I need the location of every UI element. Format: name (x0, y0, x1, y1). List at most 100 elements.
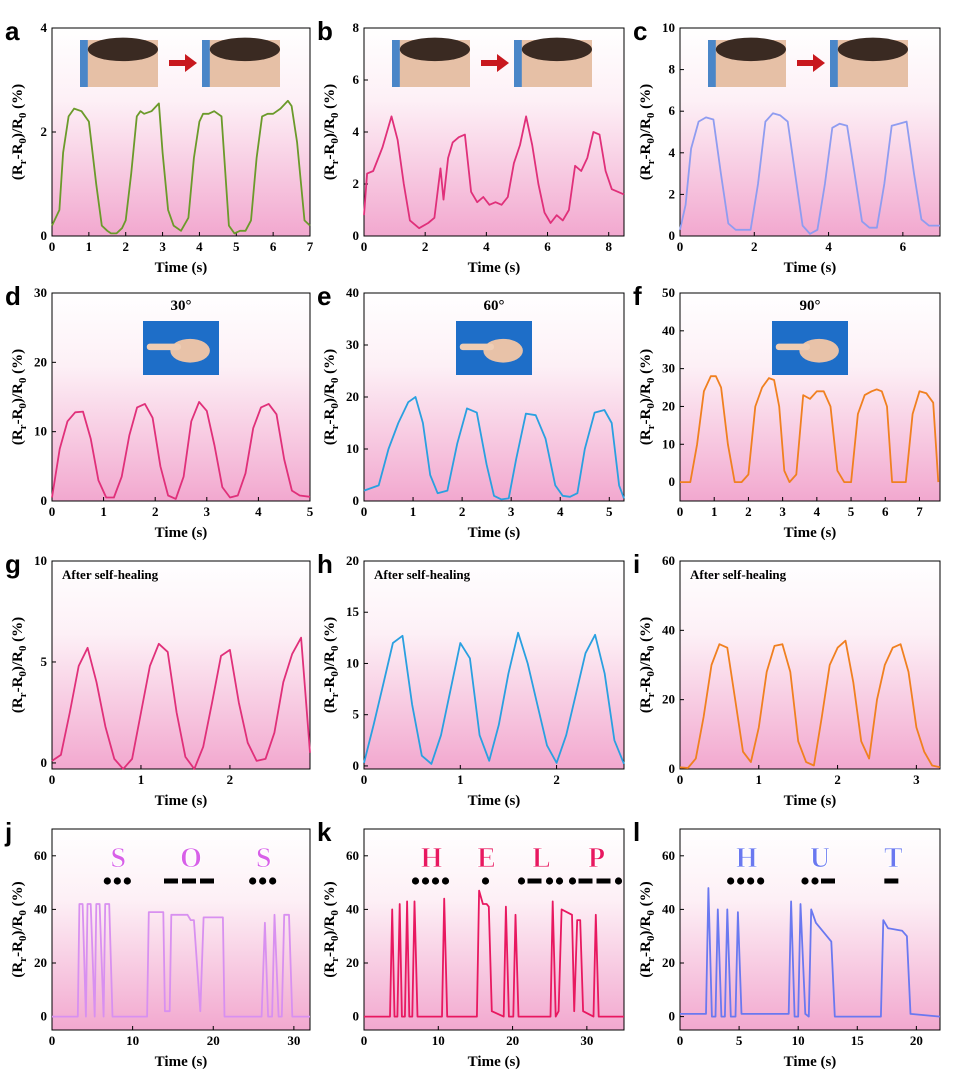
y-tick-label: 0 (41, 1009, 48, 1024)
x-tick-label: 30 (580, 1033, 593, 1048)
y-tick-label: 60 (346, 848, 359, 863)
panel-letter: c (633, 16, 647, 46)
x-tick-label: 3 (913, 772, 920, 787)
x-tick-label: 10 (126, 1033, 139, 1048)
panel-letter: k (317, 817, 332, 847)
morse-dot (269, 877, 277, 885)
y-tick-label: 20 (662, 692, 675, 707)
x-tick-label: 7 (307, 239, 314, 254)
y-tick-label: 30 (34, 285, 47, 300)
y-tick-label: 0 (353, 493, 360, 508)
y-tick-label: 0 (41, 493, 48, 508)
series-line (680, 887, 941, 1018)
panel-a: a 0 1 2 3 4 5 6 7 0 2 4 Time (s) (Rr-R0)/R0 (%) (5, 16, 314, 276)
arrow-icon (481, 54, 509, 72)
morse-letter: U (810, 843, 830, 874)
morse-letter: S (256, 843, 272, 874)
morse-dot (757, 877, 765, 885)
y-tick-label: 0 (353, 228, 360, 243)
morse-dot (103, 877, 111, 885)
panel-e: e 0 1 2 3 4 5 0 10 20 30 40 Time (s) (Rr-R0)/R0 (%) 60… (317, 281, 625, 541)
morse-dot (113, 877, 121, 885)
y-tick-label: 30 (346, 337, 359, 352)
x-tick-label: 0 (677, 1033, 684, 1048)
x-tick-label: 4 (825, 239, 832, 254)
y-tick-label: 20 (34, 354, 47, 369)
series-line (51, 636, 311, 770)
x-tick-label: 0 (361, 239, 368, 254)
x-tick-label: 0 (361, 1033, 368, 1048)
y-tick-label: 60 (34, 848, 47, 863)
y-tick-label: 10 (34, 553, 47, 568)
arrow-icon (797, 54, 825, 72)
morse-dash (527, 878, 542, 884)
panel-c: c 0 2 4 6 0 2 4 6 8 10 Time (s) (Rr-R0)/R0 (%) (633, 16, 941, 276)
x-axis-label: Time (s) (784, 793, 837, 809)
panel-letter: g (5, 549, 21, 579)
morse-dot (517, 877, 526, 885)
y-axis-label: (Rr-R0)/R0 (%) (10, 617, 29, 713)
y-tick-label: 15 (346, 604, 360, 619)
y-tick-label: 20 (662, 398, 675, 413)
x-tick-label: 0 (361, 504, 368, 519)
morse-letter: T (884, 843, 903, 874)
x-tick-label: 5 (848, 504, 855, 519)
plot-area (679, 560, 941, 770)
morse-dot (441, 877, 450, 885)
morse-dot (481, 877, 490, 885)
x-tick-label: 30 (287, 1033, 300, 1048)
x-tick-label: 0 (677, 504, 684, 519)
panel-d: d 0 1 2 3 4 5 0 10 20 30 Time (s) (Rr-R0)/R0 (%) 30° (5, 281, 314, 541)
y-tick-label: 60 (662, 553, 675, 568)
x-tick-label: 2 (834, 772, 841, 787)
x-tick-label: 6 (270, 239, 277, 254)
x-tick-label: 2 (459, 504, 466, 519)
photo-before (708, 37, 787, 87)
y-tick-label: 20 (346, 389, 359, 404)
x-tick-label: 2 (553, 772, 560, 787)
x-tick-label: 3 (508, 504, 515, 519)
y-tick-label: 0 (669, 228, 676, 243)
y-tick-label: 4 (669, 145, 676, 160)
series-line (680, 375, 940, 483)
x-axis-label: Time (s) (468, 260, 521, 276)
y-axis-label: (Rr-R0)/R0 (%) (322, 349, 341, 445)
y-axis-label: (Rr-R0)/R0 (%) (638, 84, 657, 180)
annotation-text: After self-healing (374, 567, 471, 582)
morse-dash (200, 878, 214, 884)
x-tick-label: 2 (745, 504, 752, 519)
x-tick-label: 2 (122, 239, 129, 254)
series-line (51, 401, 311, 500)
series-line (679, 112, 940, 235)
x-tick-label: 5 (233, 239, 240, 254)
panel-l: l 0 5 10 15 20 0 20 40 60 Time (s) (Rr-R0)/R0 (%) H U… (633, 817, 941, 1070)
morse-dash (596, 878, 611, 884)
y-tick-label: 0 (41, 755, 48, 770)
y-tick-label: 0 (41, 228, 48, 243)
y-tick-label: 40 (346, 901, 359, 916)
x-tick-label: 1 (86, 239, 93, 254)
y-tick-label: 2 (669, 186, 676, 201)
panel-letter: d (5, 281, 21, 311)
y-tick-label: 6 (669, 103, 676, 118)
y-tick-label: 10 (346, 655, 359, 670)
y-axis-label: (Rr-R0)/R0 (%) (322, 881, 341, 977)
y-tick-label: 0 (669, 1009, 676, 1024)
x-tick-label: 1 (410, 504, 417, 519)
annotation-text: After self-healing (690, 567, 787, 582)
x-tick-label: 0 (677, 239, 684, 254)
x-tick-label: 0 (49, 239, 56, 254)
y-tick-label: 2 (41, 124, 48, 139)
x-tick-label: 20 (207, 1033, 220, 1048)
y-tick-label: 40 (662, 901, 675, 916)
y-tick-label: 20 (346, 553, 359, 568)
x-tick-label: 4 (255, 504, 262, 519)
y-tick-label: 40 (662, 622, 675, 637)
panel-letter: b (317, 16, 333, 46)
panel-letter: i (633, 549, 640, 579)
x-tick-label: 1 (138, 772, 145, 787)
x-tick-label: 3 (204, 504, 211, 519)
series-line (363, 631, 625, 765)
y-tick-label: 5 (353, 707, 360, 722)
